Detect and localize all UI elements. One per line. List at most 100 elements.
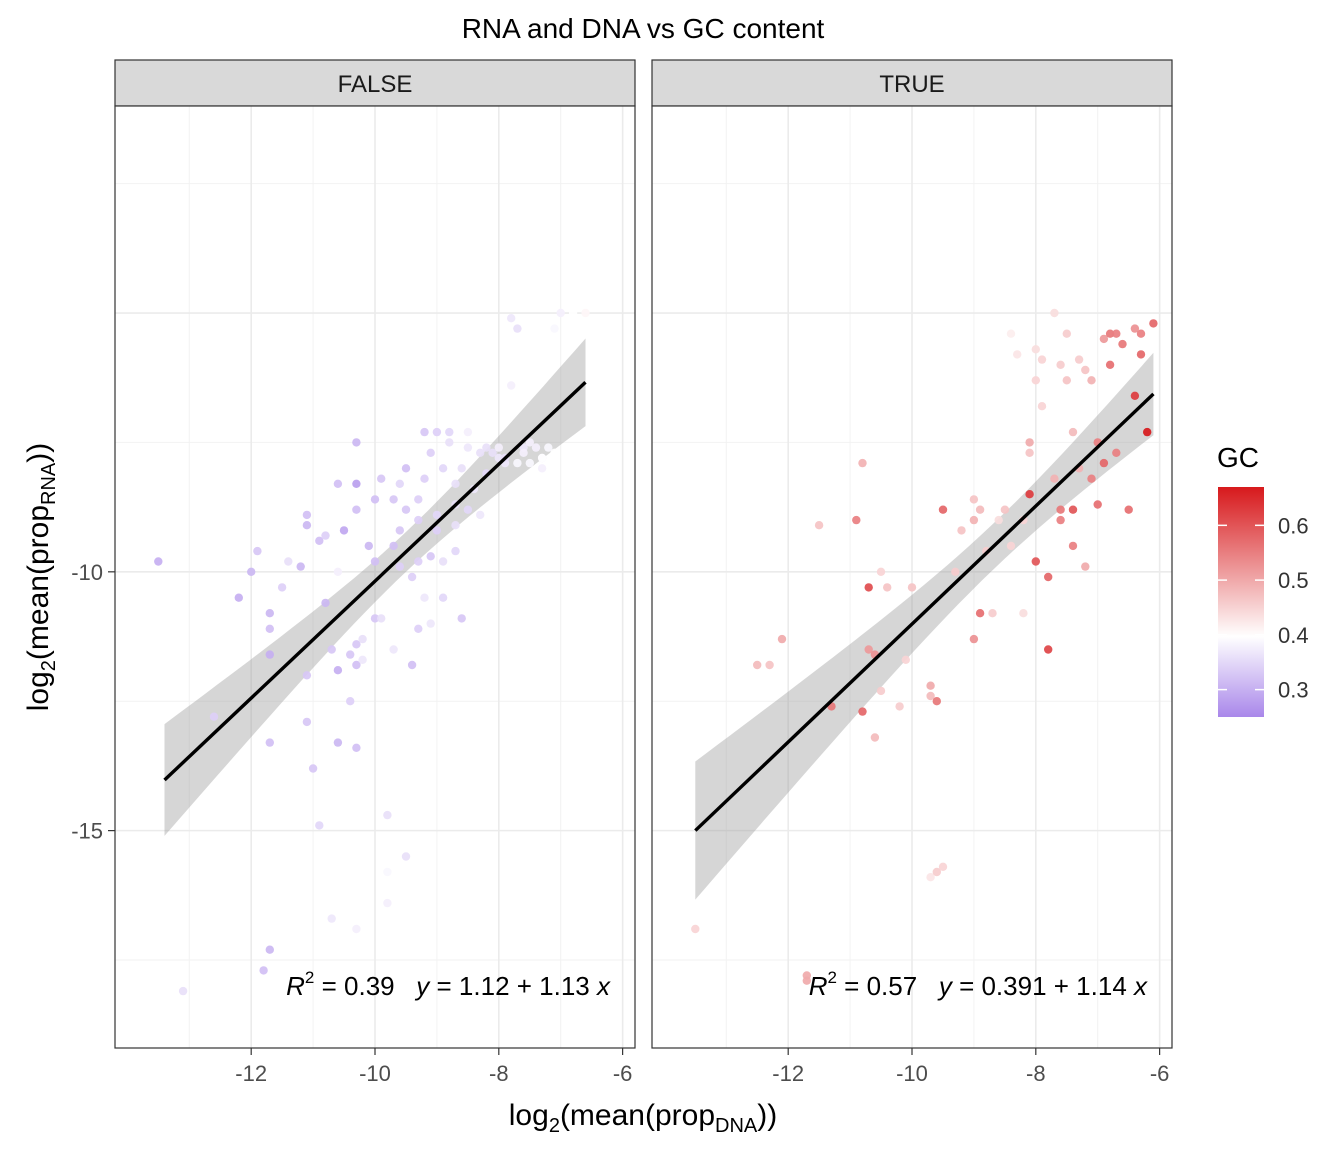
data-point <box>389 541 398 551</box>
regression-line <box>163 381 587 782</box>
data-point <box>383 810 392 820</box>
data-point <box>438 593 448 602</box>
data-point <box>1025 438 1034 447</box>
data-point <box>407 660 417 670</box>
data-point <box>352 660 361 670</box>
data-point <box>432 526 442 535</box>
data-point <box>426 448 435 457</box>
data-point <box>507 381 516 390</box>
data-point <box>1074 355 1084 364</box>
data-point <box>321 531 330 540</box>
data-point <box>1050 308 1059 318</box>
data-point <box>957 526 966 535</box>
data-point <box>352 924 361 934</box>
data-point <box>988 609 997 618</box>
data-point <box>1136 329 1146 338</box>
annotation-false: R2 = 0.39 y = 1.12 + 1.13 x <box>286 968 611 1001</box>
data-point <box>265 609 274 618</box>
data-point <box>302 671 312 680</box>
data-point <box>513 458 522 468</box>
data-point <box>1025 448 1034 457</box>
data-point <box>1031 376 1041 385</box>
data-point <box>1136 350 1146 359</box>
data-point <box>1006 329 1016 338</box>
data-point <box>932 867 941 877</box>
data-point <box>407 572 417 582</box>
data-point <box>352 505 361 514</box>
data-point <box>420 427 429 437</box>
data-point <box>1087 376 1096 385</box>
data-point <box>494 443 503 452</box>
legend: GC 0.6 0.5 0.4 0.3 <box>1217 442 1309 717</box>
data-point <box>414 495 423 504</box>
y-tick-label: -15 <box>71 819 103 844</box>
data-point <box>531 443 541 452</box>
data-point <box>395 562 404 571</box>
legend-ticks: 0.6 0.5 0.4 0.3 <box>1218 513 1309 703</box>
data-point <box>401 505 411 514</box>
data-point <box>852 515 861 525</box>
data-point <box>358 634 367 644</box>
data-point <box>1050 474 1059 483</box>
data-point <box>253 546 262 556</box>
x-tick-label: -12 <box>235 1061 267 1086</box>
data-point <box>438 557 448 566</box>
annotation-true: R2 = 0.57 y = 0.391 + 1.14 x <box>809 968 1148 1001</box>
data-point <box>476 448 485 457</box>
data-point <box>864 645 873 654</box>
data-point <box>296 562 305 571</box>
data-point <box>753 660 762 670</box>
data-point <box>1037 402 1047 411</box>
data-point <box>519 448 528 457</box>
x-tick-label: -10 <box>896 1061 928 1086</box>
data-point <box>426 619 435 628</box>
data-point <box>1062 329 1072 338</box>
data-point <box>451 546 460 556</box>
strip-label-false: FALSE <box>338 71 413 98</box>
data-point <box>377 614 386 623</box>
data-point <box>1112 448 1121 457</box>
data-point <box>463 443 473 452</box>
data-point <box>1019 609 1028 618</box>
data-point <box>420 593 429 602</box>
data-point <box>445 427 454 437</box>
data-point <box>414 624 423 633</box>
data-point <box>969 515 979 525</box>
data-point <box>383 898 392 908</box>
data-point <box>537 453 547 463</box>
regression-line <box>694 392 1155 832</box>
data-point <box>432 427 442 437</box>
panel-true: TRUE R2 = 0.57 y = 0.391 + 1.14 x <box>651 59 1173 1049</box>
ci-band <box>164 338 586 836</box>
data-point <box>414 515 423 525</box>
data-point <box>308 764 318 773</box>
x-tick-label: -8 <box>1026 1061 1046 1086</box>
x-tick-label: -6 <box>1150 1061 1170 1086</box>
data-point <box>395 526 404 535</box>
x-tick-label: -8 <box>489 1061 509 1086</box>
data-point <box>1099 458 1109 468</box>
data-point <box>352 743 361 752</box>
data-point <box>926 691 935 701</box>
data-point <box>1130 391 1140 400</box>
data-point <box>346 697 355 706</box>
data-point <box>463 427 473 437</box>
data-point <box>445 438 454 447</box>
data-point <box>333 738 343 747</box>
data-point <box>1112 329 1121 338</box>
legend-tick-label: 0.5 <box>1278 568 1309 593</box>
data-point <box>339 526 349 535</box>
data-point <box>1124 505 1133 514</box>
strip-label-true: TRUE <box>879 71 944 98</box>
data-point <box>1006 541 1016 551</box>
data-point <box>777 634 787 644</box>
points-false <box>154 308 590 996</box>
data-point <box>247 567 256 576</box>
data-point <box>513 324 522 333</box>
x-axis-title: log2(mean(propDNA)) <box>509 1099 777 1137</box>
data-point <box>327 914 336 923</box>
data-point <box>556 308 565 318</box>
data-point <box>377 474 386 483</box>
data-point <box>302 521 312 530</box>
